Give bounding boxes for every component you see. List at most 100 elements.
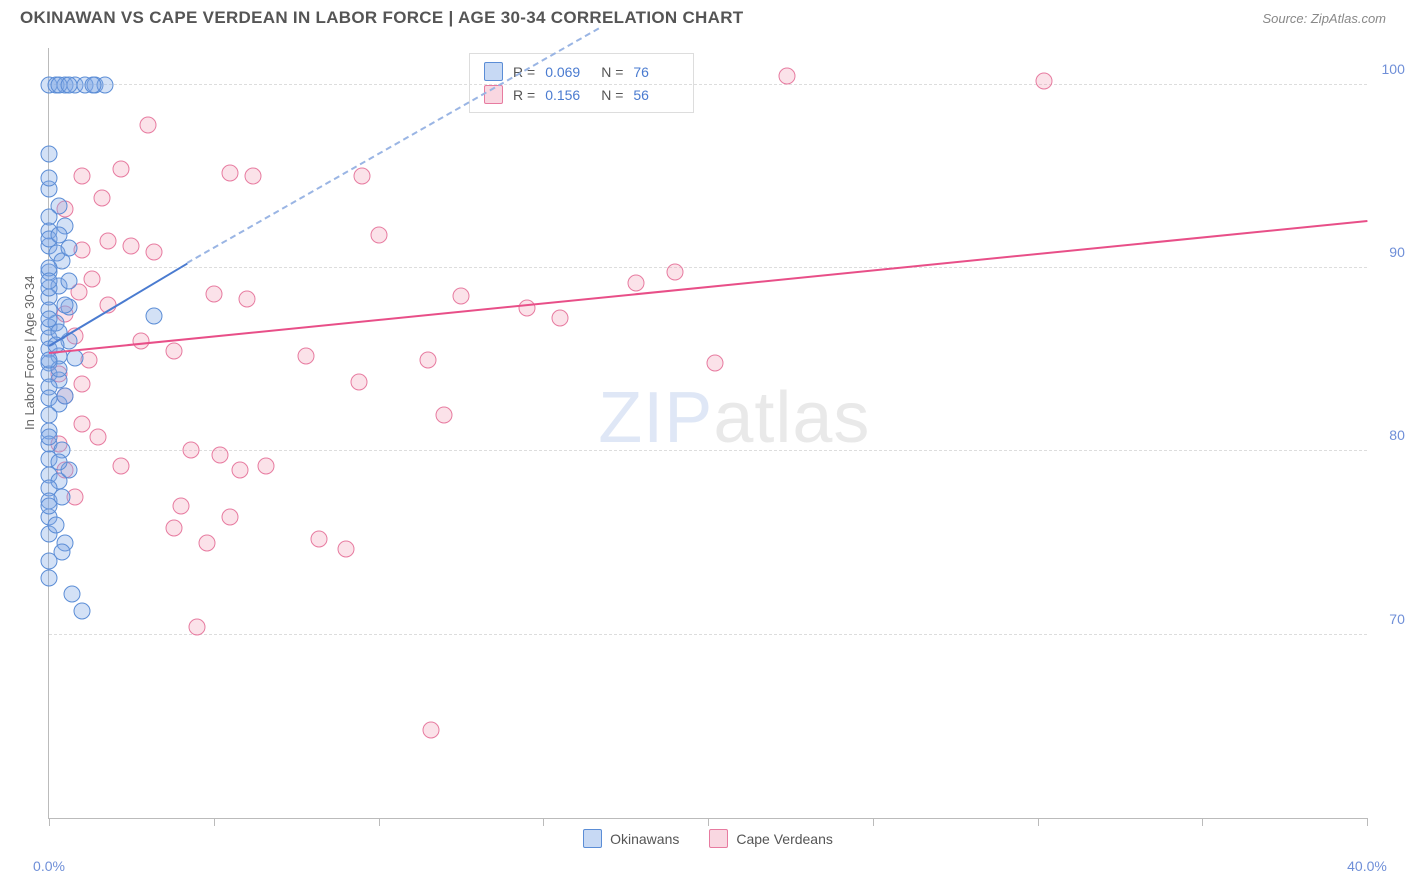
trend-line-capeverdeans — [49, 220, 1367, 354]
data-point-capeverdean — [238, 291, 255, 308]
grid-line — [49, 634, 1367, 635]
data-point-capeverdean — [452, 287, 469, 304]
data-point-capeverdean — [73, 375, 90, 392]
data-point-okinawan — [41, 406, 58, 423]
y-tick-label: 100.0% — [1382, 61, 1406, 77]
trend-line-okinawans-extrapolated — [187, 28, 600, 264]
data-point-okinawan — [64, 586, 81, 603]
data-point-capeverdean — [779, 67, 796, 84]
x-tick — [49, 818, 50, 826]
data-point-capeverdean — [436, 406, 453, 423]
data-point-capeverdean — [258, 458, 275, 475]
data-point-capeverdean — [212, 447, 229, 464]
okinawans-r-value: 0.069 — [545, 64, 591, 80]
grid-line — [49, 450, 1367, 451]
y-tick-label: 80.0% — [1389, 427, 1406, 443]
x-axis-max-label: 40.0% — [1347, 858, 1387, 874]
grid-line — [49, 84, 1367, 85]
x-tick — [1038, 818, 1039, 826]
data-point-okinawan — [41, 146, 58, 163]
y-axis-title: In Labor Force | Age 30-34 — [22, 276, 37, 430]
data-point-capeverdean — [73, 168, 90, 185]
data-point-okinawan — [57, 388, 74, 405]
chart-title: OKINAWAN VS CAPE VERDEAN IN LABOR FORCE … — [20, 8, 743, 28]
data-point-okinawan — [57, 296, 74, 313]
data-point-okinawan — [41, 272, 58, 289]
legend-item-capeverdeans: Cape Verdeans — [709, 829, 833, 848]
data-point-okinawan — [73, 602, 90, 619]
data-point-capeverdean — [146, 243, 163, 260]
data-point-capeverdean — [627, 274, 644, 291]
data-point-okinawan — [47, 516, 64, 533]
y-tick-label: 70.0% — [1389, 611, 1406, 627]
data-point-capeverdean — [73, 415, 90, 432]
data-point-capeverdean — [354, 168, 371, 185]
legend-item-okinawans: Okinawans — [583, 829, 679, 848]
x-tick — [379, 818, 380, 826]
data-point-okinawan — [85, 76, 102, 93]
x-tick — [873, 818, 874, 826]
data-point-capeverdean — [139, 117, 156, 134]
x-tick — [214, 818, 215, 826]
okinawans-n-value: 76 — [633, 64, 679, 80]
stats-row-okinawans: R = 0.069 N = 76 — [484, 60, 679, 83]
data-point-capeverdean — [222, 509, 239, 526]
data-point-capeverdean — [551, 309, 568, 326]
x-tick — [708, 818, 709, 826]
capeverdeans-n-value: 56 — [633, 87, 679, 103]
data-point-capeverdean — [172, 498, 189, 515]
data-point-okinawan — [41, 498, 58, 515]
stats-row-capeverdeans: R = 0.156 N = 56 — [484, 83, 679, 106]
data-point-capeverdean — [83, 271, 100, 288]
data-point-capeverdean — [113, 161, 130, 178]
x-tick — [1367, 818, 1368, 826]
data-point-okinawan — [54, 544, 71, 561]
data-point-capeverdean — [706, 355, 723, 372]
x-tick — [543, 818, 544, 826]
data-point-capeverdean — [199, 535, 216, 552]
data-point-capeverdean — [311, 531, 328, 548]
data-point-capeverdean — [222, 164, 239, 181]
data-point-capeverdean — [245, 168, 262, 185]
data-point-capeverdean — [205, 285, 222, 302]
source-attribution: Source: ZipAtlas.com — [1262, 11, 1386, 26]
data-point-capeverdean — [93, 190, 110, 207]
data-point-capeverdean — [189, 619, 206, 636]
data-point-capeverdean — [350, 373, 367, 390]
capeverdeans-r-value: 0.156 — [545, 87, 591, 103]
data-point-okinawan — [41, 569, 58, 586]
x-tick — [1202, 818, 1203, 826]
data-point-capeverdean — [166, 520, 183, 537]
y-tick-label: 90.0% — [1389, 244, 1406, 260]
data-point-capeverdean — [1036, 73, 1053, 90]
data-point-okinawan — [41, 428, 58, 445]
data-point-capeverdean — [298, 348, 315, 365]
x-axis-min-label: 0.0% — [33, 858, 65, 874]
swatch-blue-icon — [583, 829, 602, 848]
watermark: ZIPatlas — [598, 377, 870, 459]
data-point-okinawan — [60, 76, 77, 93]
data-point-capeverdean — [518, 300, 535, 317]
grid-line — [49, 267, 1367, 268]
swatch-pink-icon — [709, 829, 728, 848]
data-point-capeverdean — [100, 232, 117, 249]
data-point-okinawan — [50, 454, 67, 471]
data-point-capeverdean — [113, 458, 130, 475]
data-point-capeverdean — [337, 540, 354, 557]
data-point-okinawan — [60, 272, 77, 289]
swatch-blue-icon — [484, 62, 503, 81]
data-point-capeverdean — [182, 441, 199, 458]
data-point-okinawan — [50, 227, 67, 244]
data-point-okinawan — [146, 307, 163, 324]
data-point-capeverdean — [370, 227, 387, 244]
data-point-capeverdean — [667, 263, 684, 280]
data-point-capeverdean — [166, 342, 183, 359]
data-point-capeverdean — [419, 351, 436, 368]
scatter-plot-area: ZIPatlas R = 0.069 N = 76 R = 0.156 N = … — [48, 48, 1367, 819]
data-point-okinawan — [41, 311, 58, 328]
data-point-capeverdean — [90, 428, 107, 445]
data-point-capeverdean — [423, 722, 440, 739]
legend: 0.0% Okinawans Cape Verdeans 40.0% — [49, 829, 1367, 848]
data-point-capeverdean — [123, 238, 140, 255]
data-point-capeverdean — [232, 461, 249, 478]
